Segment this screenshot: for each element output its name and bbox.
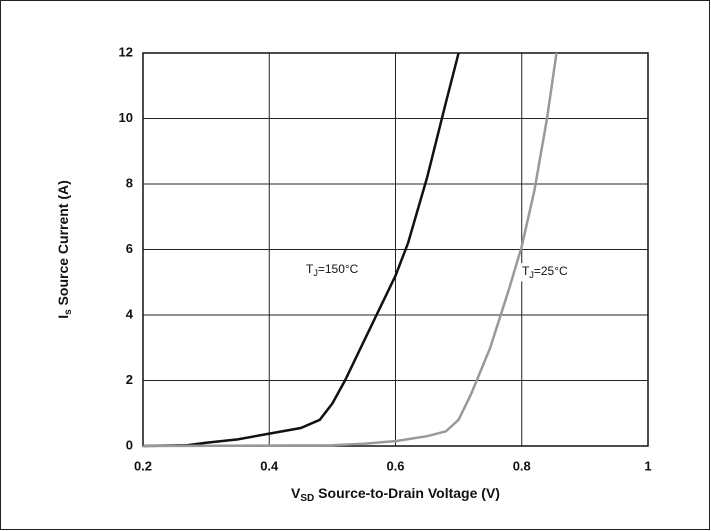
y-axis-label-part: s (63, 309, 74, 315)
y-tick-label: 6 (126, 241, 133, 256)
x-tick-label: 0.8 (513, 458, 531, 473)
y-tick-label: 12 (119, 44, 133, 59)
y-axis-label: Is Source Current (A) (55, 180, 74, 319)
x-tick-label: 0.2 (134, 458, 152, 473)
annotation-part: =25°C (534, 264, 568, 278)
annotation-part: =150°C (318, 262, 359, 276)
annotation-part: J (313, 268, 318, 278)
y-axis-label-part: Source Current (A) (55, 180, 71, 309)
annotation-part: J (529, 270, 534, 280)
x-axis-label: VSD Source-to-Drain Voltage (V) (291, 485, 500, 504)
y-tick-label: 4 (126, 306, 134, 321)
annotation: TJ=150°C (306, 262, 359, 278)
series-line (142, 52, 460, 448)
annotation: TJ=25°C (522, 264, 568, 280)
plot-border (142, 52, 649, 447)
x-axis-label-part: V (291, 485, 301, 501)
x-axis-label-part: Source-to-Drain Voltage (V) (314, 485, 500, 501)
x-tick-label: 0.6 (386, 458, 404, 473)
x-tick-label: 1 (644, 458, 651, 473)
y-tick-label: 0 (126, 437, 133, 452)
y-tick-label: 2 (126, 372, 133, 387)
x-tick-label: 0.4 (260, 458, 279, 473)
y-tick-label: 8 (126, 175, 133, 190)
y-axis-label-part: I (55, 315, 71, 319)
annotation-part: T (306, 262, 314, 276)
y-tick-label: 10 (119, 110, 133, 125)
annotation-part: T (522, 264, 530, 278)
x-axis-label-part: SD (300, 493, 314, 504)
annotation-bg (305, 261, 360, 280)
series-line (142, 52, 558, 448)
annotation-bg (521, 263, 569, 282)
